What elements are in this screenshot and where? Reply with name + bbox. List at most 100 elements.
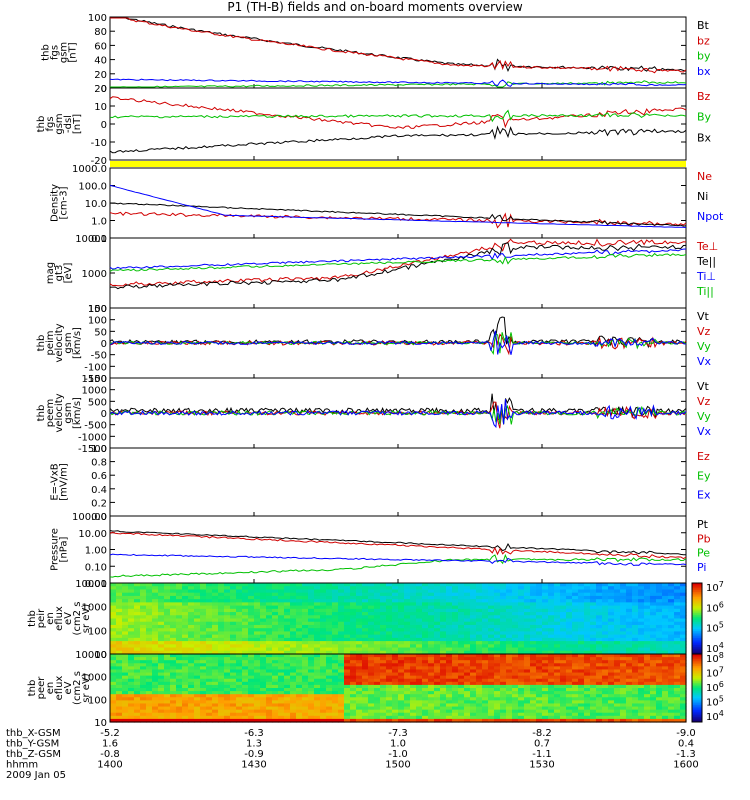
- spectrogram-ion-cell: [200, 628, 207, 633]
- spectrogram-electron-cell: [128, 669, 135, 674]
- spectrogram-ion-cell: [668, 595, 675, 600]
- spectrogram-ion-cell: [338, 647, 345, 652]
- spectrogram-electron-cell: [434, 697, 441, 701]
- spectrogram-ion-cell: [296, 637, 303, 642]
- spectrogram-electron-cell: [476, 712, 483, 717]
- spectrogram-ion-cell: [482, 595, 489, 600]
- spectrogram-electron-cell: [392, 694, 399, 698]
- spectrogram-electron-cell: [662, 718, 669, 723]
- spectrogram-electron-cell: [560, 697, 567, 701]
- spectrogram-electron-cell: [680, 681, 687, 686]
- spectrogram-electron-cell: [428, 657, 435, 661]
- spectrogram-electron-cell: [128, 703, 135, 708]
- spectrogram-ion-cell: [602, 621, 609, 626]
- spectrogram-electron-cell: [524, 654, 531, 658]
- spectrogram-electron-cell: [512, 712, 519, 717]
- spectrogram-electron-cell: [512, 678, 519, 683]
- series-Pb: [109, 531, 687, 560]
- spectrogram-electron-cell: [626, 681, 633, 686]
- spectrogram-ion-cell: [656, 602, 663, 607]
- spectrogram-electron-cell: [482, 694, 489, 698]
- spectrogram-ion-cell: [422, 634, 429, 639]
- spectrogram-electron-cell: [194, 706, 201, 711]
- spectrogram-electron-cell: [548, 684, 555, 689]
- spectrogram-electron-cell: [188, 654, 195, 658]
- spectrogram-ion-cell: [116, 599, 123, 603]
- spectrogram-electron-cell: [380, 654, 387, 658]
- spectrogram-electron-cell: [470, 697, 477, 701]
- spectrogram-ion-cell: [566, 650, 573, 655]
- spectrogram-ion-cell: [314, 586, 321, 591]
- spectrogram-ion-cell: [608, 644, 615, 649]
- spectrogram-electron-cell: [518, 663, 525, 667]
- spectrogram-electron-cell: [410, 666, 417, 671]
- spectrogram-ion-cell: [446, 618, 453, 623]
- spectrogram-electron-cell: [524, 712, 531, 717]
- y-axis-label: [km/s]: [72, 397, 83, 429]
- spectrogram-electron-cell: [188, 684, 195, 689]
- spectrogram-ion-cell: [656, 592, 663, 597]
- spectrogram-ion-cell: [620, 589, 627, 594]
- spectrogram-ion-cell: [188, 624, 195, 629]
- spectrogram-ion-cell: [308, 605, 315, 610]
- spectrogram-ion-cell: [470, 592, 477, 597]
- spectrogram-electron-cell: [158, 681, 165, 686]
- spectrogram-electron-cell: [428, 666, 435, 671]
- spectrogram-electron-cell: [224, 681, 231, 686]
- spectrogram-ion-cell: [506, 612, 513, 616]
- spectrogram-ion-cell: [566, 647, 573, 652]
- spectrogram-ion-cell: [242, 586, 249, 591]
- spectrogram-ion-cell: [356, 592, 363, 597]
- spectrogram-ion-cell: [158, 637, 165, 642]
- spectrogram-electron-cell: [524, 663, 531, 667]
- spectrogram-ion-cell: [194, 637, 201, 642]
- spectrogram-electron-cell: [638, 691, 645, 695]
- spectrogram-ion-cell: [410, 644, 417, 649]
- spectrogram-ion-cell: [272, 618, 279, 623]
- spectrogram-electron-cell: [434, 688, 441, 692]
- spectrogram-electron-cell: [110, 666, 117, 671]
- spectrogram-electron-cell: [368, 663, 375, 667]
- spectrogram-ion-cell: [674, 592, 681, 597]
- spectrogram-electron-cell: [536, 697, 543, 701]
- spectrogram-ion-cell: [512, 641, 519, 645]
- spectrogram-electron-cell: [506, 706, 513, 711]
- spectrogram-electron-cell: [188, 700, 195, 705]
- colorbar-ion: [692, 593, 702, 596]
- spectrogram-electron-cell: [446, 663, 453, 667]
- spectrogram-ion-cell: [128, 621, 135, 626]
- spectrogram-electron-cell: [140, 663, 147, 667]
- spectrogram-ion-cell: [224, 644, 231, 649]
- spectrogram-ion-cell: [536, 634, 543, 639]
- spectrogram-ion-cell: [110, 615, 117, 620]
- spectrogram-electron-cell: [134, 712, 141, 717]
- colorbar-electron: [692, 703, 702, 706]
- spectrogram-ion-cell: [410, 595, 417, 600]
- spectrogram-ion-cell: [590, 628, 597, 633]
- spectrogram-ion-cell: [116, 637, 123, 642]
- legend-Vt: Vt: [697, 380, 710, 393]
- spectrogram-ion-cell: [392, 612, 399, 616]
- spectrogram-ion-cell: [512, 586, 519, 591]
- spectrogram-electron-cell: [242, 678, 249, 683]
- spectrogram-electron-cell: [596, 703, 603, 708]
- spectrogram-electron-cell: [638, 715, 645, 720]
- spectrogram-ion-cell: [584, 586, 591, 591]
- spectrogram-ion-cell: [422, 624, 429, 629]
- spectrogram-ion-cell: [290, 621, 297, 626]
- spectrogram-electron-cell: [266, 672, 273, 677]
- spectrogram-ion-cell: [134, 621, 141, 626]
- spectrogram-electron-cell: [554, 681, 561, 686]
- spectrogram-ion-cell: [260, 650, 267, 655]
- spectrogram-ion-cell: [578, 583, 585, 587]
- spectrogram-electron-cell: [542, 718, 549, 723]
- spectrogram-ion-cell: [416, 628, 423, 633]
- spectrogram-electron-cell: [572, 715, 579, 720]
- legend-Vz: Vz: [697, 325, 711, 338]
- spectrogram-electron-cell: [308, 697, 315, 701]
- spectrogram-ion-cell: [680, 589, 687, 594]
- spectrogram-ion-cell: [494, 608, 501, 613]
- spectrogram-electron-cell: [386, 703, 393, 708]
- spectrogram-ion-cell: [170, 595, 177, 600]
- spectrogram-electron-cell: [290, 718, 297, 723]
